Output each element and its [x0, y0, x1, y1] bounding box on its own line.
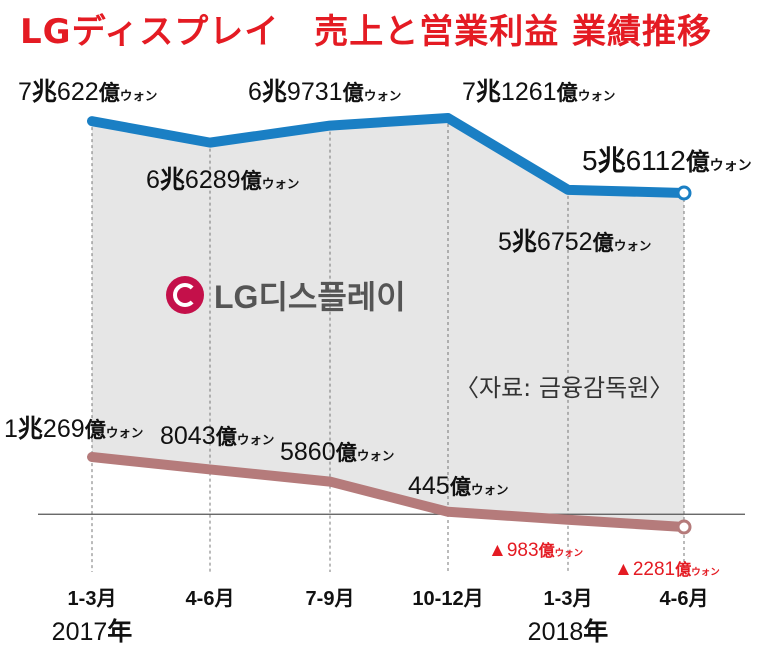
- profit-label-2: 5860億ウォン: [280, 438, 394, 466]
- x-tick-label-2: 7-9月: [306, 588, 355, 610]
- profit-label-1: 8043億ウォン: [160, 422, 274, 450]
- source-note: 〈자료: 금융감독원〉: [455, 374, 674, 402]
- x-year-label-1: 2018年: [528, 617, 609, 646]
- revenue-label-5: 5兆6112億ウォン: [582, 145, 752, 176]
- revenue-label-2: 6兆9731億ウォン: [248, 78, 401, 106]
- profit-end-marker: [676, 519, 692, 535]
- revenue-end-marker: [676, 185, 692, 201]
- x-tick-label-5: 4-6月: [660, 588, 709, 610]
- profit-label-0: 1兆269億ウォン: [4, 415, 143, 443]
- x-year-label-0: 2017年: [52, 617, 133, 646]
- x-tick-label-3: 10-12月: [412, 588, 483, 610]
- x-tick-label-1: 4-6月: [186, 588, 235, 610]
- revenue-label-4: 5兆6752億ウォン: [498, 228, 651, 256]
- revenue-label-0: 7兆622億ウォン: [18, 78, 157, 106]
- x-tick-label-0: 1-3月: [68, 588, 117, 610]
- revenue-label-3: 7兆1261億ウォン: [462, 78, 615, 106]
- lg-logo-icon: [166, 276, 204, 314]
- profit-label-4: ▲983億ウォン: [488, 540, 583, 561]
- profit-label-5: ▲2281億ウォン: [614, 559, 720, 580]
- series-line-revenue: [87, 113, 689, 198]
- logo-text: LG디스플레이: [214, 279, 406, 315]
- revenue-label-1: 6兆6289億ウォン: [146, 166, 299, 194]
- x-tick-label-4: 1-3月: [544, 588, 593, 610]
- chart-title: LGディスプレイ 売上と営業利益 業績推移: [20, 12, 713, 52]
- logo-lg-display: LG디스플레이: [166, 272, 406, 318]
- chart-area-fill: [92, 118, 684, 527]
- series-line-profit: [87, 452, 689, 532]
- profit-label-3: 445億ウォン: [408, 472, 509, 500]
